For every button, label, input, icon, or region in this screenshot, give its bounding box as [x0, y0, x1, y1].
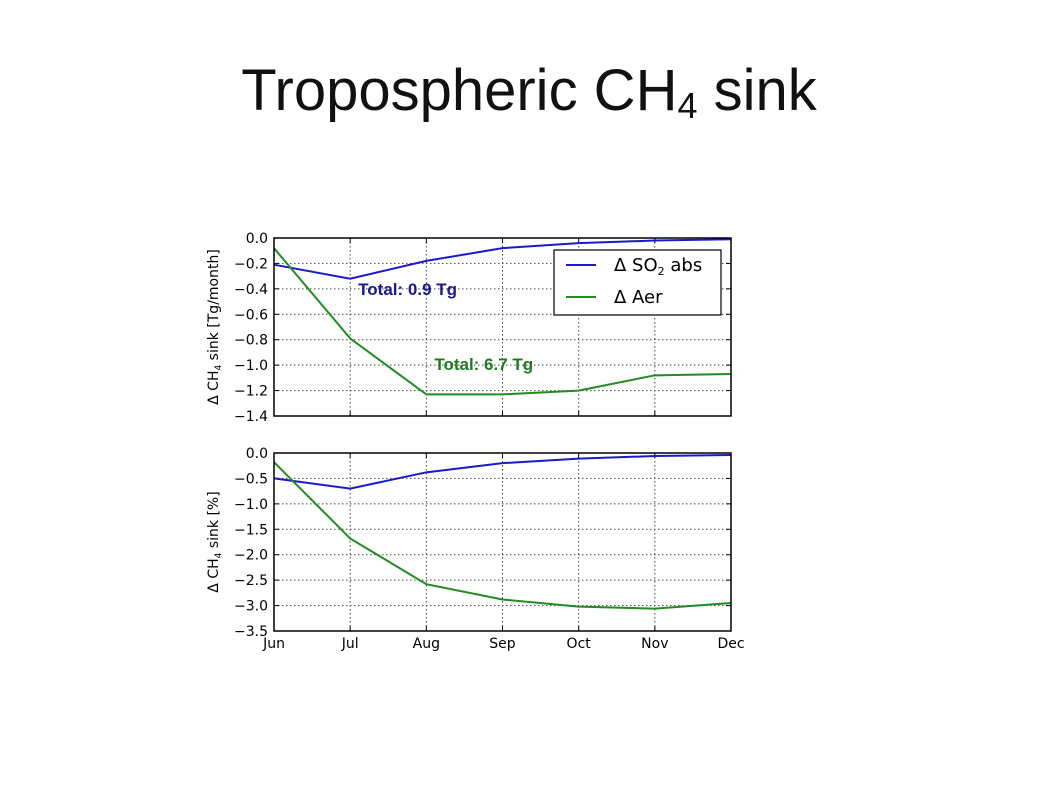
plot-frame — [273, 237, 732, 417]
x-tick-label: Oct — [567, 636, 592, 652]
title-end: sink — [697, 58, 817, 123]
y-axis-label-prefix: Δ CH — [206, 558, 222, 592]
slide-title: Tropospheric CH4 sink — [0, 62, 1058, 124]
y-tick-label: 0.0 — [246, 231, 268, 247]
y-axis-label-subscript: 4 — [214, 552, 224, 558]
y-tick-label: −1.2 — [234, 384, 268, 400]
x-tick-label: Sep — [489, 636, 516, 652]
y-axis-label: Δ CH4 sink [Tg/month] — [206, 249, 224, 405]
series-line — [273, 247, 732, 396]
total-annotation: Total: 0.9 Tg — [358, 280, 457, 299]
x-tick-label: Jul — [341, 636, 359, 652]
x-tick-label: Jun — [262, 636, 285, 652]
y-tick-label: −1.0 — [234, 358, 268, 374]
y-tick-label: −1.0 — [234, 497, 268, 513]
x-tick-label: Dec — [717, 636, 744, 652]
series-line — [273, 238, 732, 280]
x-tick-label: Aug — [413, 636, 440, 652]
series-line — [273, 454, 732, 490]
y-tick-label: −0.4 — [234, 282, 268, 298]
y-axis-label-suffix: sink [Tg/month] — [206, 249, 222, 365]
series-line — [273, 461, 732, 610]
y-tick-label: −3.0 — [234, 599, 268, 615]
y-tick-label: −1.4 — [234, 409, 268, 425]
legend-label-subscript: 2 — [658, 265, 665, 278]
legend-label-suffix: abs — [665, 255, 703, 276]
y-tick-label: −2.0 — [234, 548, 268, 564]
legend-label: Δ SO2 abs — [614, 255, 702, 278]
y-tick-label: −0.2 — [234, 256, 268, 272]
y-axis-label-suffix: sink [%] — [206, 491, 222, 552]
y-tick-label: −0.6 — [234, 307, 268, 323]
legend-label: Δ Aer — [614, 287, 663, 308]
legend-label-prefix: Δ SO — [614, 255, 658, 276]
title-subscript: 4 — [677, 85, 698, 126]
y-tick-label: −0.8 — [234, 333, 268, 349]
y-axis-label-prefix: Δ CH — [206, 370, 222, 404]
legend-box — [553, 249, 722, 316]
y-tick-label: −2.5 — [234, 573, 268, 589]
x-tick-label: Nov — [641, 636, 668, 652]
y-tick-label: 0.0 — [246, 446, 268, 462]
total-annotation: Total: 6.7 Tg — [434, 355, 533, 374]
y-tick-label: −3.5 — [234, 624, 268, 640]
y-axis-label-subscript: 4 — [214, 364, 224, 370]
y-axis-label: Δ CH4 sink [%] — [206, 491, 224, 592]
y-tick-label: −1.5 — [234, 522, 268, 538]
y-tick-label: −0.5 — [234, 471, 268, 487]
title-main: Tropospheric CH — [241, 58, 678, 123]
plot-frame — [273, 452, 732, 632]
